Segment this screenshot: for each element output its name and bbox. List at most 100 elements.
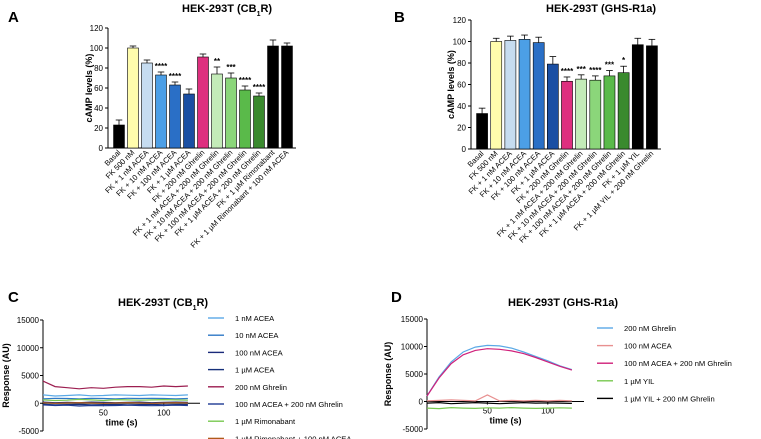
bar <box>253 95 265 149</box>
series-line <box>42 394 188 397</box>
y-tick-label: 100 <box>90 44 104 53</box>
bar <box>631 44 644 150</box>
bar <box>603 75 616 150</box>
legend-label: 100 nM ACEA + 200 nM Ghrelin <box>624 359 732 368</box>
legend-label: 1 µM YIL <box>624 377 654 386</box>
y-tick-label: 120 <box>90 24 104 33</box>
legend-label: 100 nM ACEA + 200 nM Ghrelin <box>235 400 343 409</box>
legend-label: 100 nM ACEA <box>235 348 284 357</box>
bar <box>518 39 531 150</box>
bar <box>225 77 237 149</box>
legend-label: 1 µM YIL + 200 nM Ghrelin <box>624 394 715 403</box>
bar <box>127 47 139 149</box>
legend-label: 1 µM ACEA <box>235 366 275 375</box>
y-tick-label: 0 <box>419 398 424 407</box>
y-tick-label: 5000 <box>21 372 39 381</box>
bar <box>183 93 195 149</box>
significance-marker: **** <box>169 72 182 81</box>
series-line <box>42 397 188 400</box>
y-axis-label: cAMP levels (%) <box>446 50 456 119</box>
legend-label: 1 nM ACEA <box>235 314 275 323</box>
bar <box>267 45 279 149</box>
series-line <box>42 404 188 407</box>
series-line <box>42 380 188 390</box>
y-tick-label: 60 <box>457 81 466 90</box>
y-tick-label: 15000 <box>17 316 40 325</box>
y-tick-label: 40 <box>94 104 103 113</box>
legend-label: 1 µM Rimonabant + 100 nM ACEA <box>235 434 352 439</box>
significance-marker: *** <box>605 61 615 70</box>
y-tick-label: 0 <box>35 399 40 408</box>
series-line <box>426 406 572 410</box>
line-chart-panel-d: D HEK-293T (GHS-R1a) -5000 0 5000 10000 15000 5… <box>383 289 732 434</box>
chart-title: HEK-293T (GHS-R1a) <box>508 297 618 309</box>
bar <box>490 41 503 150</box>
line-chart-panel-c: C HEK-293T (CB1R) -5000 0 5000 10000 15000 50 10… <box>1 289 352 439</box>
y-tick-label: -5000 <box>403 425 424 434</box>
bar <box>113 124 125 149</box>
y-tick-label: 15000 <box>401 315 424 324</box>
bar-chart-panel-a: A HEK-293T (CB1R) 0 20 40 60 80 100 120 cAMP leve… <box>8 3 296 250</box>
bar <box>646 45 658 150</box>
bar <box>561 80 573 150</box>
y-tick-label: 20 <box>457 124 466 133</box>
legend-label: 10 nM ACEA <box>235 331 279 340</box>
y-axis-label: Response (AU) <box>1 343 11 408</box>
chart-title: HEK-293T (GHS-R1a) <box>546 3 656 15</box>
bar <box>476 113 488 150</box>
significance-marker: **** <box>589 66 602 75</box>
series-line <box>42 402 188 404</box>
significance-marker: **** <box>561 67 574 76</box>
bar <box>281 45 293 149</box>
series-line <box>426 394 572 402</box>
y-axis-label: cAMP levels (%) <box>84 54 94 123</box>
y-tick-label: 80 <box>94 64 103 73</box>
significance-marker: **** <box>155 62 168 71</box>
bar <box>155 74 167 149</box>
series-line <box>426 401 572 405</box>
y-tick-label: 20 <box>94 124 103 133</box>
panel-letter: A <box>8 9 19 26</box>
series-line <box>42 398 188 402</box>
bar <box>197 56 209 149</box>
series-line <box>426 344 573 397</box>
y-tick-label: 10000 <box>17 344 40 353</box>
y-tick-label: 120 <box>453 16 467 25</box>
y-tick-label: 0 <box>99 144 104 153</box>
bar <box>589 79 602 150</box>
y-tick-label: 0 <box>462 145 467 154</box>
y-tick-label: 10000 <box>401 343 424 352</box>
y-tick-label: 60 <box>94 84 103 93</box>
significance-marker: **** <box>239 76 252 85</box>
bar <box>211 73 223 149</box>
bar-chart-panel-b: B HEK-293T (GHS-R1a) 0 20 40 60 80 100 120 cAMP l… <box>394 3 661 245</box>
x-tick-label: 50 <box>99 408 108 417</box>
legend-label: 200 nM Ghrelin <box>624 324 676 333</box>
bar <box>239 89 251 149</box>
significance-marker: * <box>622 56 626 65</box>
x-axis-label: time (s) <box>105 417 137 427</box>
x-tick-label: 100 <box>157 408 171 417</box>
panel-letter: D <box>391 289 402 306</box>
panel-letter: C <box>8 289 19 306</box>
y-tick-label: 5000 <box>405 370 423 379</box>
bar <box>169 84 181 149</box>
bar <box>547 63 559 150</box>
y-tick-label: 80 <box>457 59 466 68</box>
x-axis-label: time (s) <box>489 416 521 426</box>
x-tick-label: 100 <box>541 407 555 416</box>
legend-label: 200 nM Ghrelin <box>235 383 287 392</box>
bar <box>617 72 630 150</box>
series-line <box>426 348 573 397</box>
bar <box>575 78 587 150</box>
significance-marker: ** <box>214 57 221 66</box>
bar <box>141 62 153 149</box>
x-tick-label: 50 <box>483 407 492 416</box>
chart-title: HEK-293T (CB1R) <box>182 3 272 18</box>
bar <box>504 40 517 150</box>
y-axis-label: Response (AU) <box>383 342 393 407</box>
chart-title: HEK-293T (CB1R) <box>118 297 208 312</box>
significance-marker: *** <box>576 65 586 74</box>
y-tick-label: 40 <box>457 102 466 111</box>
